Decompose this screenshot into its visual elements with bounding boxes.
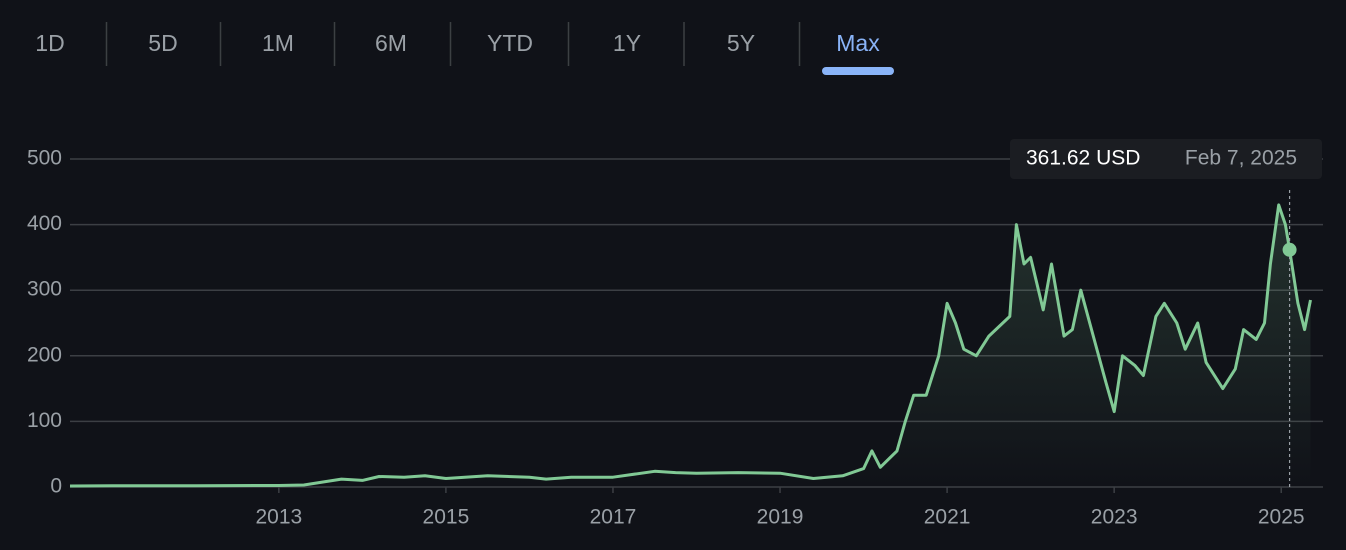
- x-tick-label: 2023: [1091, 506, 1138, 529]
- price-area: [70, 204, 1311, 487]
- x-tick-label: 2017: [590, 506, 637, 529]
- tooltip-date: Feb 7, 2025: [1185, 147, 1297, 170]
- tooltip-value: 361.62 USD: [1026, 147, 1140, 170]
- x-tick-label: 2025: [1258, 506, 1305, 529]
- x-tick-label: 2015: [423, 506, 470, 529]
- range-tab[interactable]: 1M: [262, 30, 294, 56]
- range-tab[interactable]: YTD: [487, 30, 533, 56]
- y-tick-label: 400: [27, 212, 62, 235]
- y-tick-label: 300: [27, 278, 62, 301]
- range-tab[interactable]: 5Y: [727, 30, 755, 56]
- range-tab[interactable]: 6M: [375, 30, 407, 56]
- plot: 0 100 200 300 400 500 2013 2015 2017 2019 2021 2023…: [27, 139, 1323, 529]
- y-tick-label: 200: [27, 343, 62, 366]
- y-tick-label: 500: [27, 147, 62, 170]
- selected-tab-indicator: [822, 67, 894, 75]
- tooltip-box: [1010, 139, 1322, 179]
- x-tick-label: 2013: [255, 506, 302, 529]
- x-tick-label: 2021: [924, 506, 971, 529]
- range-tab[interactable]: 5D: [148, 30, 177, 56]
- y-tick-label: 0: [50, 475, 62, 498]
- hover-point: [1282, 242, 1297, 257]
- y-tick-label: 100: [27, 409, 62, 432]
- range-tab[interactable]: Max: [836, 30, 880, 56]
- range-tabs: 1D 5D 1M 6M YTD 1Y 5Y Max: [35, 22, 894, 75]
- range-tab[interactable]: 1D: [35, 30, 64, 56]
- price-line: [69, 203, 1312, 488]
- range-tab[interactable]: 1Y: [613, 30, 641, 56]
- x-tick-label: 2019: [757, 506, 804, 529]
